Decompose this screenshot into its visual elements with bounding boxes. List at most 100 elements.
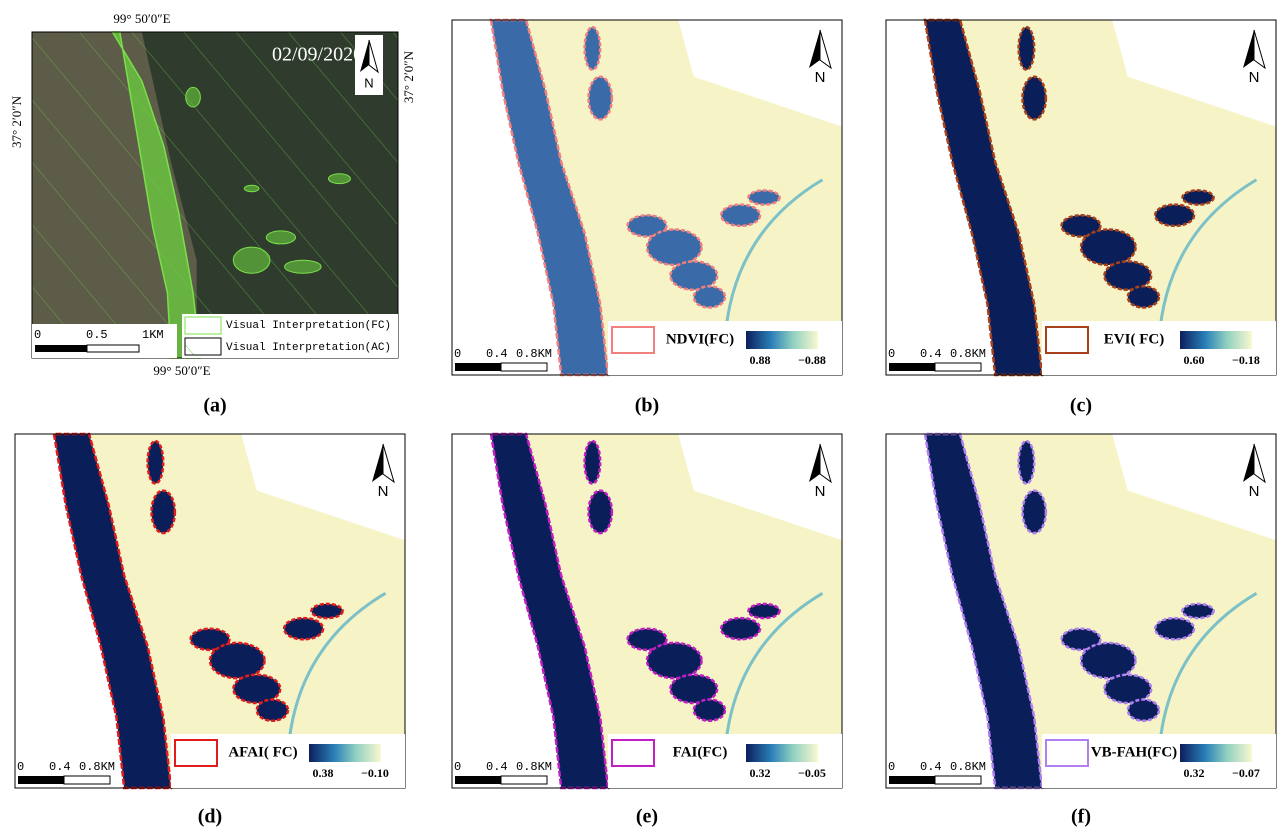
caption: (d) [198, 806, 222, 828]
vegetation-patch [583, 439, 602, 485]
vegetation-patch [232, 673, 282, 705]
vegetation-patch [1103, 260, 1153, 292]
colorbar-max: 0.38 [313, 766, 334, 780]
scale-label: 0.8KM [950, 760, 986, 774]
north-arrow [372, 444, 383, 482]
colorbar-min: −0.18 [1232, 353, 1260, 367]
panel: N 0 0.4 0.8KM VB-FAH(FC) 0.32 −0.07 (f) [885, 432, 1277, 828]
colorbar [1180, 744, 1252, 762]
north-arrow [360, 40, 369, 72]
caption: (f) [1071, 806, 1091, 828]
scale-label: 0.4 [920, 347, 942, 361]
vegetation-patch [1079, 641, 1137, 680]
colorbar-min: −0.05 [798, 766, 826, 780]
vegetation-patch [583, 25, 602, 71]
scale-bar [934, 775, 982, 785]
top-coord: 99° 50′0″E [113, 11, 170, 26]
north-arrow [809, 444, 820, 482]
fc-patch [243, 184, 260, 193]
legend-swatch [611, 326, 655, 354]
legend-swatch [1045, 326, 1089, 354]
colorbar-min: −0.10 [361, 766, 389, 780]
legend-label: AFAI( FC) [228, 744, 297, 760]
scale-label: 0.8KM [516, 347, 552, 361]
vegetation-patch [669, 673, 719, 705]
vegetation-patch [587, 75, 614, 121]
scale-label: 0.4 [920, 760, 942, 774]
scale-bar [86, 344, 140, 353]
scale-bar [889, 776, 935, 784]
north-label: N [378, 483, 389, 500]
scale-bar [63, 775, 111, 785]
channel [286, 592, 387, 753]
scale-label: 1KM [142, 328, 164, 342]
caption: (c) [1070, 395, 1092, 417]
vegetation-patch [626, 214, 668, 238]
legend-label: NDVI(FC) [666, 331, 734, 347]
vegetation-patch [747, 602, 781, 620]
legend-label: EVI( FC) [1104, 331, 1164, 347]
vegetation-patch [1103, 673, 1153, 705]
legend-swatch [1045, 739, 1089, 767]
vegetation-patch [1060, 214, 1102, 238]
vegetation-patch [255, 698, 290, 722]
vegetation-patch [1021, 489, 1048, 535]
vegetation-patch [208, 641, 266, 680]
scale-label: 0 [34, 328, 41, 342]
legend-label: Visual Interpretation(AC) [226, 342, 391, 354]
north-arrow [1253, 443, 1266, 484]
scale-bar [455, 776, 501, 784]
north-arrow [368, 39, 379, 74]
vegetation-patch [189, 627, 231, 652]
scale-label: 0.8KM [516, 760, 552, 774]
north-arrow [819, 29, 832, 70]
legend-label: VB-FAH(FC) [1091, 744, 1177, 760]
bottom-coord: 99° 50′0″E [153, 363, 210, 378]
fc-patch [232, 246, 271, 274]
vegetation-patch [1126, 285, 1161, 309]
caption: (e) [636, 806, 658, 828]
north-arrow [809, 30, 820, 68]
colorbar [746, 331, 818, 349]
channel [1157, 178, 1258, 340]
date: 02/09/2020 [272, 44, 363, 66]
scale-bar [500, 775, 548, 785]
scale-label: 0.4 [486, 347, 508, 361]
fc-patch [284, 259, 322, 274]
legend-swatch [611, 739, 655, 767]
legend-label: FAI(FC) [673, 744, 728, 760]
scale-bar [934, 362, 982, 372]
vegetation-patch [669, 260, 719, 292]
scale-bar [18, 776, 64, 784]
scale-label: 0 [888, 760, 895, 774]
colorbar-max: 0.88 [750, 353, 771, 367]
north-arrow [1243, 444, 1254, 482]
channel [1157, 592, 1258, 753]
scale-bar [889, 363, 935, 371]
caption: (b) [635, 395, 659, 417]
vegetation-patch [587, 489, 614, 535]
north-arrow [382, 443, 395, 484]
scale-bar [35, 345, 87, 352]
colorbar-min: −0.07 [1232, 766, 1260, 780]
scale-label: 0 [888, 347, 895, 361]
caption: (a) [203, 395, 226, 417]
scale-label: 0.4 [486, 760, 508, 774]
right-coord: 37° 2′0″N [401, 50, 416, 103]
vegetation-patch [1181, 189, 1215, 206]
vegetation-patch [719, 616, 762, 641]
vegetation-patch [1126, 698, 1161, 722]
panel: N 0 0.4 0.8KM NDVI(FC) 0.88 −0.88 (b) [451, 18, 843, 417]
vegetation-patch [645, 228, 703, 267]
vegetation-patch [1153, 203, 1196, 228]
vegetation-patch [747, 189, 781, 206]
scale-bar [500, 362, 548, 372]
fc-patch [185, 86, 201, 108]
colorbar [309, 744, 381, 762]
legend-label: Visual Interpretation(FC) [226, 320, 391, 332]
colorbar [746, 744, 818, 762]
scale-label: 0.5 [86, 328, 108, 342]
vegetation-patch [626, 627, 668, 652]
legend-swatch [174, 739, 218, 767]
